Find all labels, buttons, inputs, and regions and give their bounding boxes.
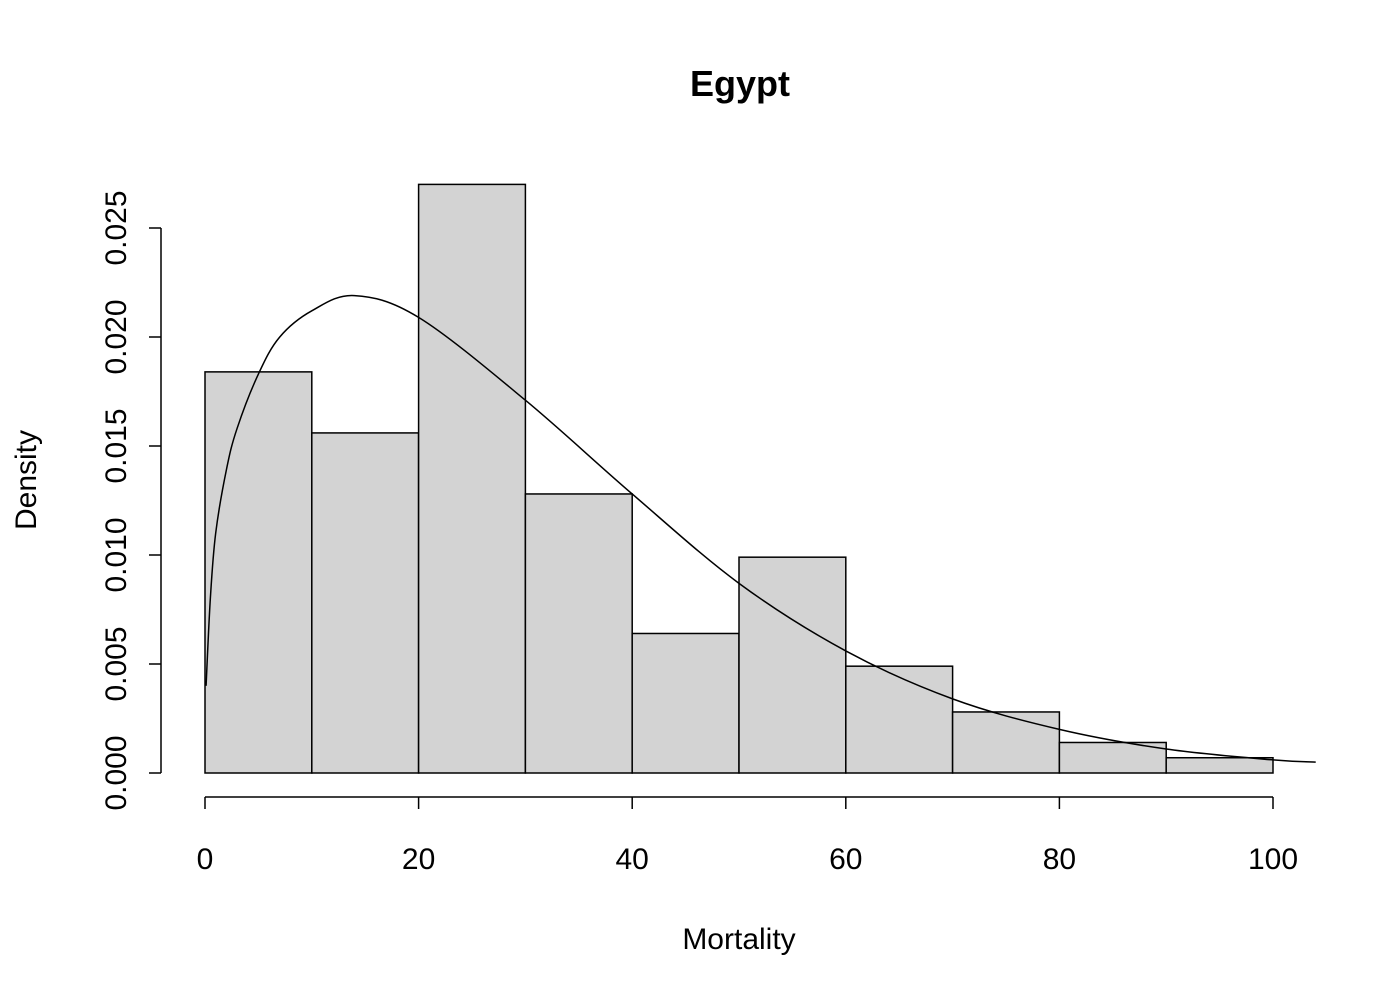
x-tick-label: 40: [616, 843, 649, 876]
histogram-bar: [204, 371, 313, 774]
histogram-bar: [311, 432, 420, 774]
y-axis: 0.000 0.005 0.010 0.015 0.020 0.025: [100, 190, 162, 811]
y-tick-label: 0.025: [100, 190, 133, 265]
histogram-bar: [417, 183, 527, 774]
density-curve: [205, 294, 1316, 763]
y-tick-label: 0.020: [100, 299, 133, 374]
histogram-bar: [951, 711, 1061, 774]
y-tick-label: 0.005: [100, 626, 133, 701]
histogram-bar: [524, 493, 633, 774]
bars: [204, 183, 1274, 774]
x-tick-label: 60: [829, 843, 862, 876]
y-axis-label: Density: [10, 430, 43, 530]
x-axis: 0 20 40 60 80 100: [197, 796, 1298, 876]
histogram-bar: [845, 665, 954, 774]
y-tick-label: 0.015: [100, 408, 133, 483]
histogram-bar: [631, 632, 740, 774]
x-axis-label: Mortality: [682, 923, 795, 956]
histogram-bar: [1058, 741, 1167, 774]
x-tick-label: 100: [1248, 843, 1298, 876]
histogram-bar: [738, 556, 847, 774]
x-tick-label: 0: [197, 843, 214, 876]
x-tick-label: 20: [402, 843, 435, 876]
x-tick-label: 80: [1043, 843, 1076, 876]
y-tick-label: 0.010: [100, 517, 133, 592]
chart-title: Egypt: [690, 63, 790, 104]
y-tick-label: 0.000: [100, 735, 133, 810]
histogram-bar: [1165, 756, 1274, 774]
